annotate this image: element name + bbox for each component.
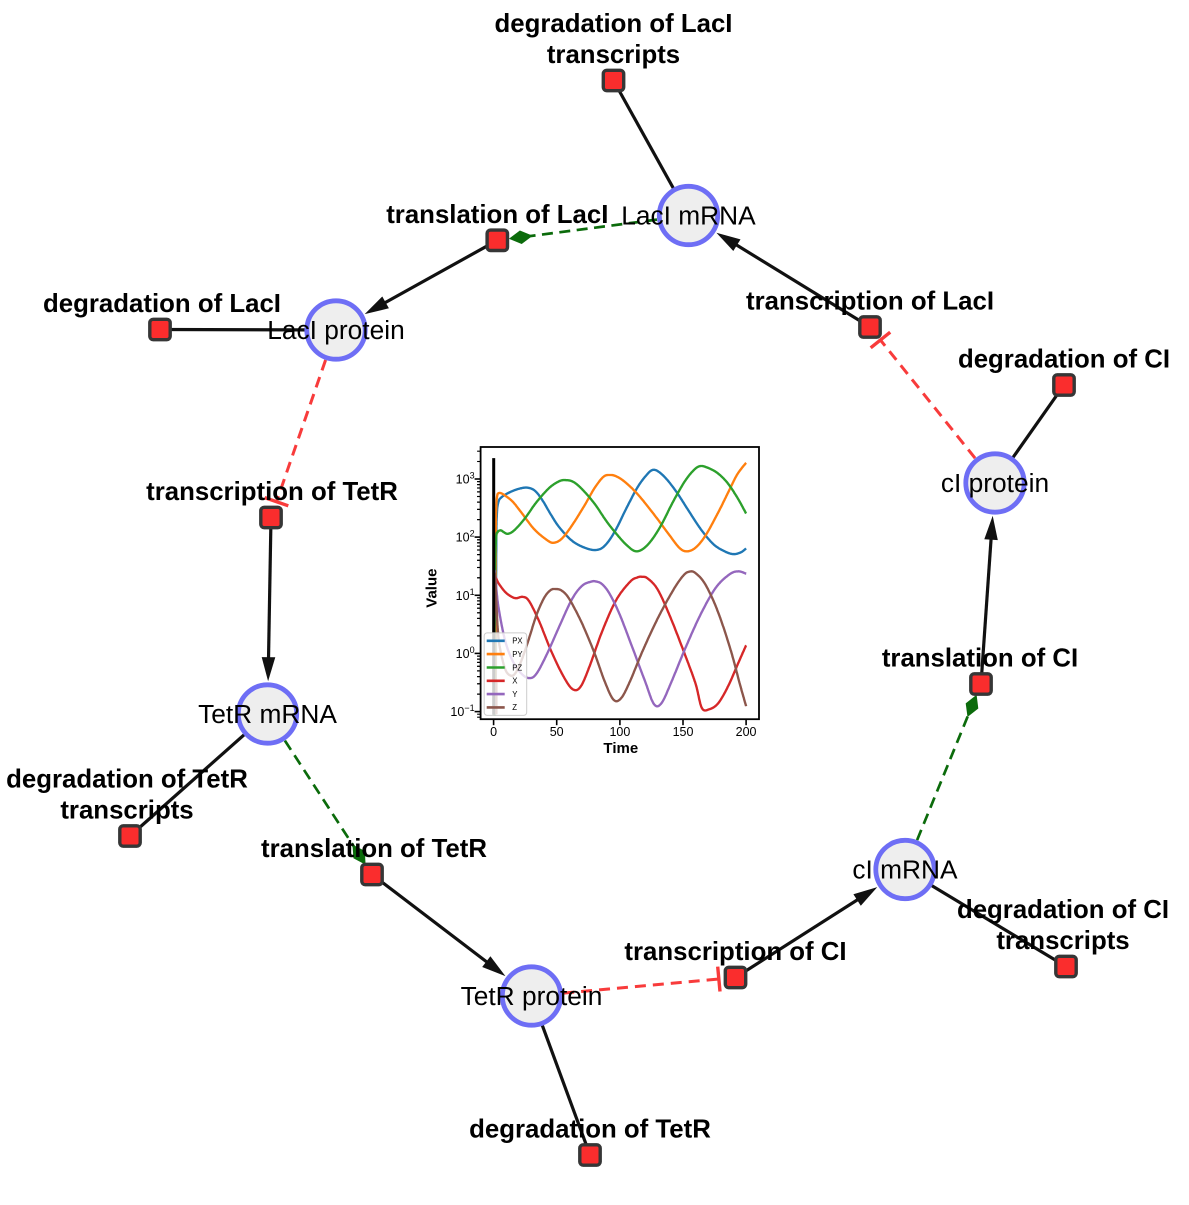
svg-text:transcription of LacI: transcription of LacI — [746, 288, 994, 316]
svg-text:degradation of TetR: degradation of TetR — [469, 1116, 711, 1144]
svg-text:degradation of TetR: degradation of TetR — [6, 766, 248, 794]
svg-text:Y: Y — [512, 690, 518, 699]
svg-text:cI mRNA: cI mRNA — [852, 855, 958, 885]
svg-text:200: 200 — [736, 725, 757, 739]
svg-text:Z: Z — [512, 703, 517, 712]
svg-text:50: 50 — [550, 725, 564, 739]
svg-text:PY: PY — [512, 650, 523, 659]
svg-text:transcripts: transcripts — [996, 927, 1129, 955]
svg-text:translation of LacI: translation of LacI — [386, 201, 608, 229]
svg-text:cI protein: cI protein — [941, 468, 1049, 498]
svg-text:transcription of CI: transcription of CI — [624, 938, 846, 966]
svg-text:PZ: PZ — [512, 663, 522, 672]
svg-text:Value: Value — [424, 568, 441, 607]
svg-text:150: 150 — [673, 725, 694, 739]
svg-text:degradation of CI: degradation of CI — [957, 896, 1169, 924]
svg-text:PX: PX — [512, 637, 523, 646]
svg-text:100: 100 — [609, 725, 630, 739]
svg-text:LacI protein: LacI protein — [267, 315, 404, 345]
svg-text:0: 0 — [490, 725, 497, 739]
svg-text:degradation of CI: degradation of CI — [958, 346, 1170, 374]
svg-text:degradation of LacI: degradation of LacI — [43, 290, 281, 318]
svg-text:translation of CI: translation of CI — [882, 645, 1078, 673]
svg-text:translation of TetR: translation of TetR — [261, 835, 487, 863]
svg-text:Time: Time — [603, 740, 638, 757]
svg-text:X: X — [512, 677, 518, 686]
svg-text:LacI mRNA: LacI mRNA — [621, 201, 756, 231]
svg-text:transcripts: transcripts — [547, 41, 680, 69]
svg-text:TetR protein: TetR protein — [461, 981, 603, 1011]
svg-text:transcripts: transcripts — [60, 797, 193, 825]
svg-text:TetR mRNA: TetR mRNA — [198, 699, 337, 729]
svg-text:transcription of TetR: transcription of TetR — [146, 478, 398, 506]
svg-text:degradation of LacI: degradation of LacI — [495, 10, 733, 38]
